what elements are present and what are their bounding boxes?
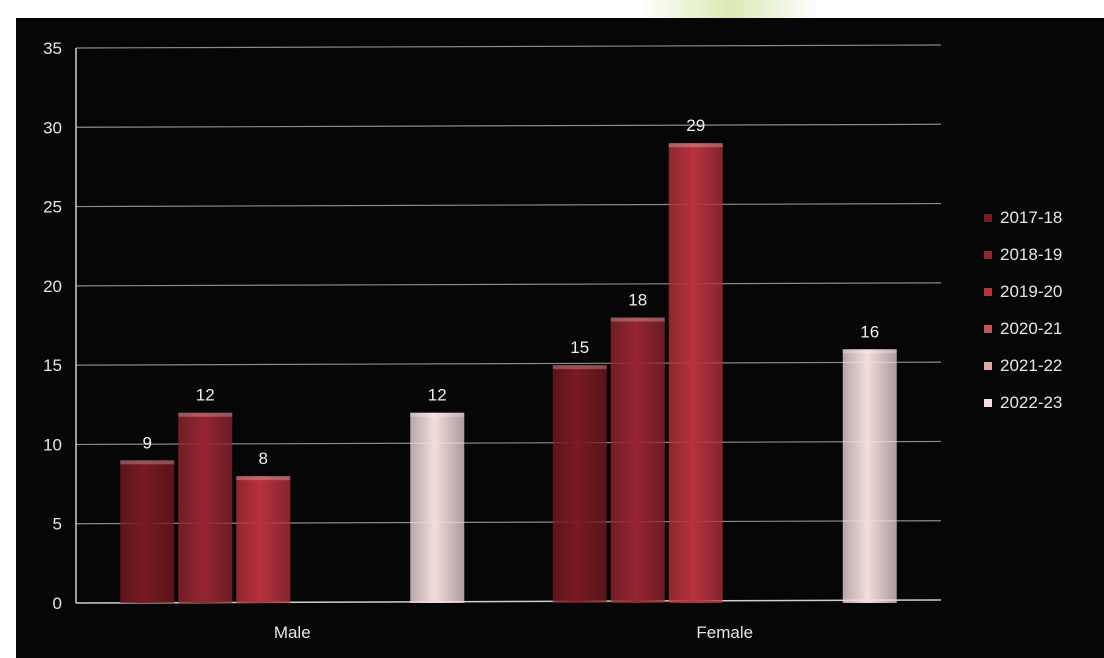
data-labels: 9 12 8 12 15 18 29 16 — [143, 116, 880, 468]
bar-2022-23-female — [842, 349, 897, 603]
y-tick-label: 5 — [53, 515, 62, 534]
bar-highlight — [610, 317, 665, 322]
watermark-tint — [640, 0, 820, 18]
legend: 2017-18 2018-19 2019-20 2020-21 2021-22 2022-… — [984, 208, 1062, 412]
y-tick-label: 20 — [43, 277, 62, 296]
legend-swatch — [984, 362, 992, 370]
legend-swatch — [984, 288, 992, 296]
bar-highlight — [236, 476, 291, 481]
y-tick-label: 10 — [43, 435, 62, 454]
bar-highlight — [842, 349, 897, 354]
bar-2018-19-female — [610, 317, 665, 603]
legend-label: 2021-22 — [1000, 356, 1062, 375]
bar-2018-19-male — [178, 412, 233, 603]
bar-highlight — [178, 412, 233, 417]
bar-highlight — [552, 365, 607, 370]
legend-label: 2017-18 — [1000, 208, 1062, 227]
category-label-female: Female — [696, 623, 753, 642]
y-tick-label: 25 — [43, 198, 62, 217]
legend-swatch — [984, 399, 992, 407]
bar-2017-18-male — [120, 460, 175, 603]
data-label: 18 — [628, 291, 647, 310]
data-label: 9 — [143, 433, 152, 452]
y-tick-label: 35 — [43, 39, 62, 58]
bar-highlight — [668, 143, 723, 148]
legend-swatch — [984, 214, 992, 222]
gridline — [75, 282, 942, 287]
bar-highlight — [120, 460, 175, 465]
data-label: 8 — [259, 449, 268, 468]
category-label-male: Male — [274, 623, 311, 642]
y-tick-label: 30 — [43, 118, 62, 137]
bars — [120, 143, 897, 603]
axes: 0 5 10 15 20 25 30 35 Male Female — [43, 39, 942, 642]
legend-swatch — [984, 325, 992, 333]
legend-label: 2018-19 — [1000, 245, 1062, 264]
data-label: 12 — [196, 386, 215, 405]
gridline — [75, 202, 942, 208]
legend-label: 2019-20 — [1000, 282, 1062, 301]
bar-2019-20-female — [668, 143, 723, 603]
data-label: 15 — [570, 338, 589, 357]
y-tick-label: 0 — [53, 594, 62, 613]
data-label: 16 — [860, 322, 879, 341]
data-label: 12 — [428, 386, 447, 405]
bar-2017-18-female — [552, 365, 607, 603]
gridline — [75, 123, 942, 128]
gridline — [75, 44, 942, 49]
bar-2019-20-male — [236, 476, 291, 603]
data-label: 29 — [686, 116, 705, 135]
bar-highlight — [410, 412, 465, 417]
chart-frame: 0 5 10 15 20 25 30 35 Male Female 9 12 8 12 15 18 29 16 … — [16, 18, 1104, 658]
y-tick-label: 15 — [43, 356, 62, 375]
legend-swatch — [984, 251, 992, 259]
bar-2022-23-male — [410, 412, 465, 603]
gridline — [75, 361, 942, 366]
legend-label: 2020-21 — [1000, 319, 1062, 338]
legend-label: 2022-23 — [1000, 393, 1062, 412]
